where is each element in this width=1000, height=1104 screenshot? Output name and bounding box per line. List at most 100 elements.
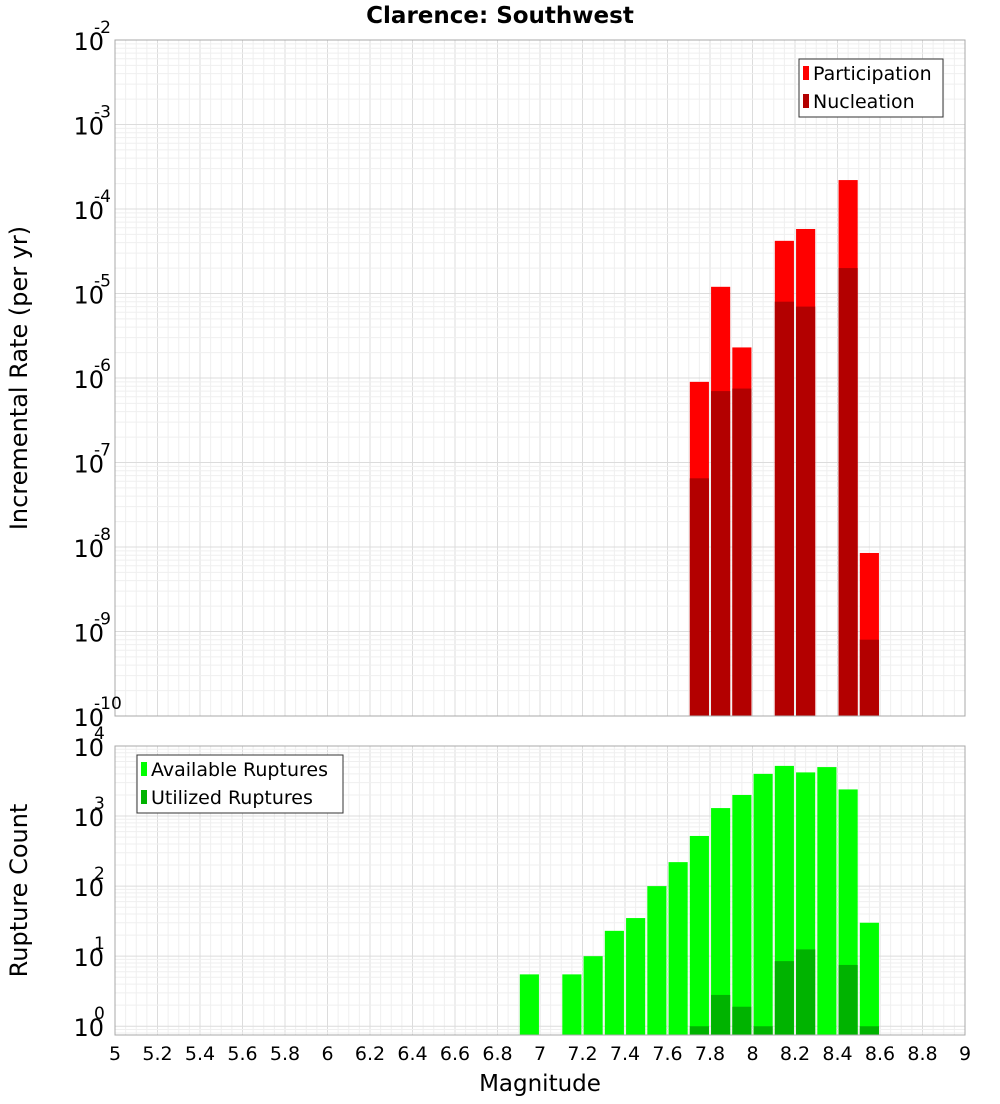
y-tick-base: 10 xyxy=(73,734,104,762)
y-tick-base: 10 xyxy=(73,28,104,56)
bars xyxy=(689,180,879,716)
y-tick-exponent: -7 xyxy=(94,441,111,461)
y-axis-label: Incremental Rate (per yr) xyxy=(5,226,33,530)
y-tick-base: 10 xyxy=(73,1014,104,1042)
y-tick-label: 103 xyxy=(73,794,104,832)
y-tick-base: 10 xyxy=(73,451,104,479)
x-tick-label: 8 xyxy=(746,1043,758,1065)
y-tick-exponent: 4 xyxy=(94,724,105,744)
y-tick-base: 10 xyxy=(73,944,104,972)
legend-swatch xyxy=(803,66,809,80)
y-tick-base: 10 xyxy=(73,282,104,310)
bar-nucleation xyxy=(838,268,858,716)
bar-available-ruptures xyxy=(519,974,539,1035)
legend-box xyxy=(798,58,944,118)
plot-border xyxy=(114,39,966,717)
x-tick-labels: 5 5.2 5.4 5.6 5.8 6 6.2 6.4 6.6 6.8 7 7.2 7.4 7.6 7.8 8… xyxy=(109,1043,971,1065)
bar-utilized-ruptures xyxy=(753,1026,773,1035)
bar-nucleation xyxy=(774,301,794,716)
legend-swatch xyxy=(141,762,147,776)
bar-nucleation xyxy=(796,306,816,716)
x-axis-label: Magnitude xyxy=(479,1071,601,1097)
bar-utilized-ruptures xyxy=(774,961,794,1035)
x-tick-label: 8.8 xyxy=(907,1043,937,1065)
x-tick-label: 7.4 xyxy=(610,1043,640,1065)
bar-nucleation xyxy=(859,639,879,716)
x-tick-label: 8.6 xyxy=(865,1043,895,1065)
legend: Participation Nucleation xyxy=(798,58,944,118)
bar-utilized-ruptures xyxy=(838,964,858,1035)
y-tick-label: 10-3 xyxy=(73,103,111,141)
y-tick-exponent: 0 xyxy=(94,1004,105,1024)
bar-available-ruptures xyxy=(583,956,603,1035)
grid xyxy=(114,39,966,717)
y-tick-base: 10 xyxy=(73,804,104,832)
x-tick-label: 7.8 xyxy=(695,1043,725,1065)
bar-nucleation xyxy=(711,391,731,716)
bar-available-ruptures xyxy=(604,930,624,1035)
y-tick-label: 10-8 xyxy=(73,525,111,563)
y-tick-exponent: -8 xyxy=(94,525,111,545)
y-tick-exponent: -5 xyxy=(94,272,111,292)
x-tick-label: 6.2 xyxy=(355,1043,385,1065)
bar-utilized-ruptures xyxy=(689,1026,709,1035)
legend-label: Nucleation xyxy=(813,91,915,113)
bar-utilized-ruptures xyxy=(859,1026,879,1035)
y-tick-exponent: -3 xyxy=(94,103,111,123)
bar-available-ruptures xyxy=(753,773,773,1035)
bar-utilized-ruptures xyxy=(711,994,731,1035)
x-tick-label: 6.4 xyxy=(397,1043,427,1065)
y-tick-label: 101 xyxy=(73,934,104,972)
y-tick-base: 10 xyxy=(73,113,104,141)
bar-available-ruptures xyxy=(689,835,709,1035)
y-axis-label: Rupture Count xyxy=(5,804,33,978)
y-tick-base: 10 xyxy=(73,874,104,902)
y-tick-label: 10-6 xyxy=(73,356,111,394)
bar-available-ruptures xyxy=(732,794,752,1035)
panel-1: 10-1010-910-810-710-610-510-410-310-2Inc… xyxy=(5,18,966,732)
y-tick-exponent: 2 xyxy=(94,864,105,884)
x-tick-label: 7 xyxy=(534,1043,546,1065)
y-tick-label: 10-5 xyxy=(73,272,111,310)
x-tick-label: 6 xyxy=(321,1043,333,1065)
y-tick-base: 10 xyxy=(73,620,104,648)
x-tick-label: 8.2 xyxy=(780,1043,810,1065)
y-tick-label: 104 xyxy=(73,724,104,762)
bar-available-ruptures xyxy=(647,886,667,1035)
x-tick-label: 5.2 xyxy=(142,1043,172,1065)
chart-title: Clarence: Southwest xyxy=(366,3,634,29)
y-tick-exponent: -4 xyxy=(94,187,111,207)
x-tick-label: 5.8 xyxy=(270,1043,300,1065)
bar-available-ruptures xyxy=(668,862,688,1035)
x-tick-label: 6.6 xyxy=(440,1043,470,1065)
legend-box xyxy=(136,754,344,814)
x-tick-label: 8.4 xyxy=(822,1043,852,1065)
y-tick-label: 10-2 xyxy=(73,18,111,56)
y-tick-base: 10 xyxy=(73,704,104,732)
bar-available-ruptures xyxy=(626,918,646,1035)
x-tick-label: 7.6 xyxy=(652,1043,682,1065)
y-tick-base: 10 xyxy=(73,366,104,394)
legend-label: Available Ruptures xyxy=(151,759,328,781)
y-tick-label: 10-9 xyxy=(73,610,111,648)
legend: Available Ruptures Utilized Ruptures xyxy=(136,754,344,814)
y-tick-exponent: -10 xyxy=(94,694,122,714)
bar-nucleation xyxy=(732,388,752,716)
bar-available-ruptures xyxy=(711,808,731,1035)
y-tick-base: 10 xyxy=(73,197,104,225)
bar-available-ruptures xyxy=(562,974,582,1035)
x-tick-label: 5 xyxy=(109,1043,121,1065)
bar-utilized-ruptures xyxy=(796,949,816,1035)
legend-label: Utilized Ruptures xyxy=(151,787,313,809)
y-tick-label: 10-7 xyxy=(73,441,111,479)
bars xyxy=(519,765,879,1035)
bar-nucleation xyxy=(689,478,709,716)
y-tick-label: 10-10 xyxy=(73,694,121,732)
x-tick-label: 9 xyxy=(959,1043,971,1065)
legend-label: Participation xyxy=(813,63,932,85)
y-tick-exponent: 1 xyxy=(94,934,105,954)
bar-available-ruptures xyxy=(859,922,879,1035)
